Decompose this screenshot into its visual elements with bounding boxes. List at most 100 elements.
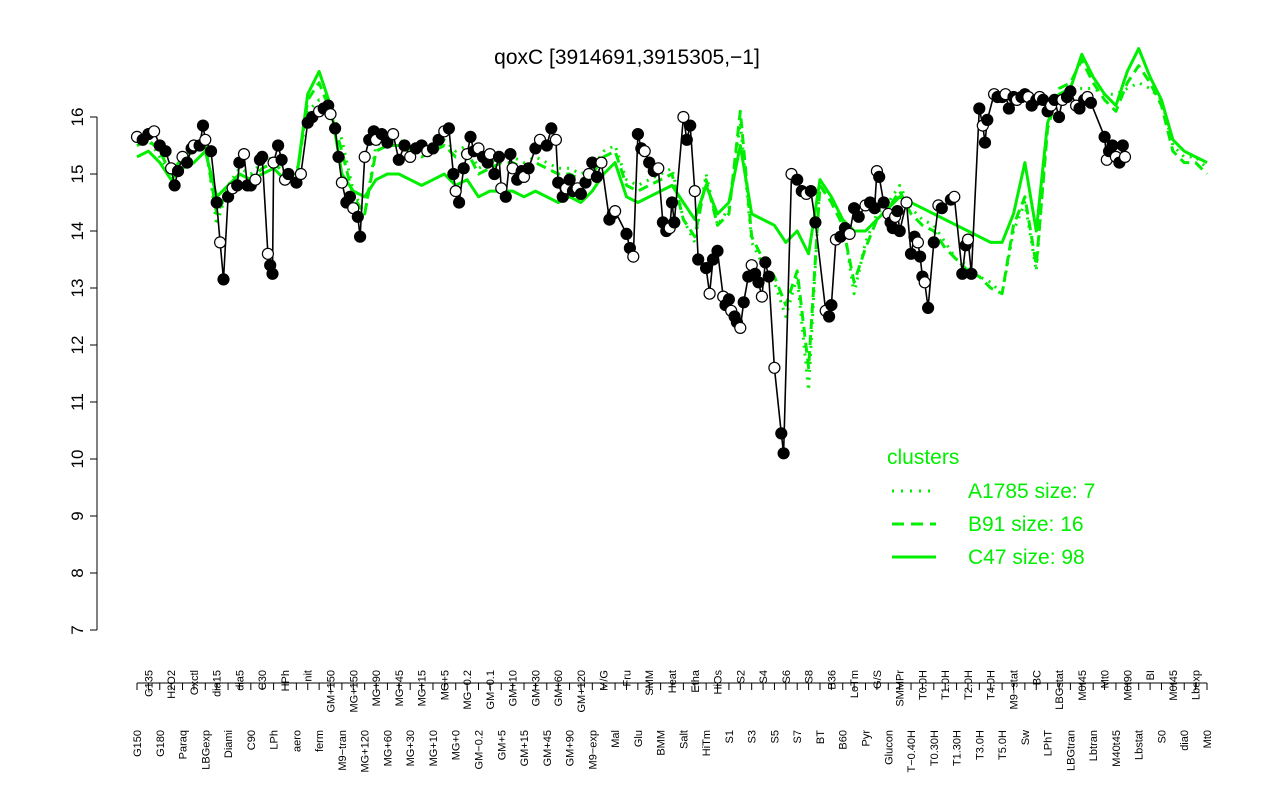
x-tick-label: B60 xyxy=(838,730,850,750)
x-tick-label: SMM xyxy=(644,670,656,696)
x-tick-label: T3.0H xyxy=(974,730,986,760)
y-tick-label: 11 xyxy=(68,393,87,411)
data-point xyxy=(351,210,364,223)
x-tick-label: B36 xyxy=(826,670,838,690)
x-tick-label: S0 xyxy=(1156,730,1168,743)
x-tick-label: S1 xyxy=(724,730,736,743)
x-tick-label: M/G xyxy=(599,670,611,691)
series-line-solid xyxy=(136,47,1208,256)
data-point xyxy=(171,165,185,178)
data-point xyxy=(595,156,608,169)
data-point xyxy=(204,145,218,158)
x-tick-label: GM+120 xyxy=(576,670,588,713)
x-tick-label: S4 xyxy=(758,670,770,683)
data-point xyxy=(822,310,836,323)
x-tick-label: MG+60 xyxy=(382,730,394,766)
data-point xyxy=(199,133,212,146)
x-tick-label: S2 xyxy=(735,670,747,683)
x-tick-label: GM−0.2 xyxy=(473,730,485,769)
x-tick-label: ferm xyxy=(314,730,326,752)
data-point xyxy=(181,156,194,169)
y-tick-label: 9 xyxy=(68,511,87,520)
x-tick-label: BC xyxy=(1031,670,1043,685)
data-point xyxy=(699,262,713,275)
data-point xyxy=(668,216,681,229)
x-tick-label: G135 xyxy=(143,670,155,697)
data-point xyxy=(913,250,927,263)
data-point xyxy=(791,173,804,186)
data-point xyxy=(504,148,517,161)
x-tick-label: GM+30 xyxy=(530,670,542,706)
x-tick-label: GM+5 xyxy=(496,730,508,760)
x-tick-label: T0.0H xyxy=(917,670,929,700)
data-point xyxy=(282,167,295,181)
x-tick-label: MG+90 xyxy=(371,670,383,706)
y-tick-label: 14 xyxy=(68,222,87,241)
data-point xyxy=(918,276,931,289)
x-tick-label: SMMPr xyxy=(895,670,907,707)
data-point xyxy=(873,170,886,183)
x-tick-label: Salt xyxy=(678,730,690,749)
data-point xyxy=(891,205,904,218)
data-point xyxy=(631,128,645,141)
x-tick-label: HPh xyxy=(280,670,292,691)
x-tick-label: M9−tran xyxy=(337,730,349,771)
data-point xyxy=(965,267,978,280)
x-tick-label: GM+60 xyxy=(553,670,565,706)
x-tick-label: T0.30H xyxy=(929,730,941,766)
data-point xyxy=(627,250,640,263)
data-point xyxy=(210,196,223,209)
data-point xyxy=(590,170,604,183)
x-tick-label: LPh xyxy=(269,730,281,750)
data-point xyxy=(217,273,230,286)
y-tick-label: 10 xyxy=(68,450,87,469)
data-point xyxy=(620,227,633,240)
x-tick-label: M0t45 xyxy=(1168,670,1180,701)
x-tick-label: BT xyxy=(815,730,827,744)
data-point xyxy=(935,202,948,215)
data-point xyxy=(703,287,716,300)
x-tick-label: MG+45 xyxy=(394,670,406,706)
data-point xyxy=(684,119,697,132)
data-point xyxy=(868,202,881,215)
x-tick-label: MG+15 xyxy=(417,670,429,706)
data-point xyxy=(973,102,986,115)
x-tick-label: T5.0H xyxy=(997,730,1009,760)
data-point xyxy=(1084,96,1098,109)
data-point xyxy=(522,162,535,175)
data-point xyxy=(488,167,501,181)
y-tick-label: 12 xyxy=(68,336,87,355)
x-tick-label: Sw xyxy=(1020,730,1032,745)
x-tick-label: Glucon xyxy=(883,730,895,765)
x-tick-label: S3 xyxy=(747,730,759,743)
x-tick-label: T−0.40H xyxy=(906,730,918,773)
data-point xyxy=(711,244,724,257)
x-tick-label: T4.0H xyxy=(986,670,998,700)
x-tick-label: Oxctl xyxy=(189,670,201,695)
x-tick-label: HiOs xyxy=(713,670,725,695)
data-point xyxy=(563,173,576,186)
data-point xyxy=(737,296,750,309)
x-tick-label: GM+150 xyxy=(326,670,338,713)
x-axis: G150 G135 G180 H2O2 Paraq Oxctl LBGexp dia15 Dia… xyxy=(132,669,1214,772)
data-point xyxy=(825,299,838,312)
data-point xyxy=(652,162,665,175)
x-tick-label: nit xyxy=(303,670,315,682)
x-tick-label: S6 xyxy=(781,670,793,683)
x-tick-label: S7 xyxy=(792,730,804,743)
data-point xyxy=(900,196,913,209)
data-point xyxy=(294,167,307,181)
data-point xyxy=(168,179,181,192)
data-point xyxy=(266,267,279,280)
data-point xyxy=(722,293,736,306)
data-point xyxy=(1064,85,1077,98)
data-point xyxy=(214,236,227,249)
data-point xyxy=(447,167,460,181)
x-tick-label: Pyr xyxy=(861,730,873,747)
data-point xyxy=(324,107,337,121)
data-point xyxy=(843,227,856,240)
x-tick-label: GM−0.1 xyxy=(485,670,497,709)
data-point xyxy=(392,153,405,166)
data-point xyxy=(665,196,679,209)
x-tick-label: G150 xyxy=(132,730,144,757)
